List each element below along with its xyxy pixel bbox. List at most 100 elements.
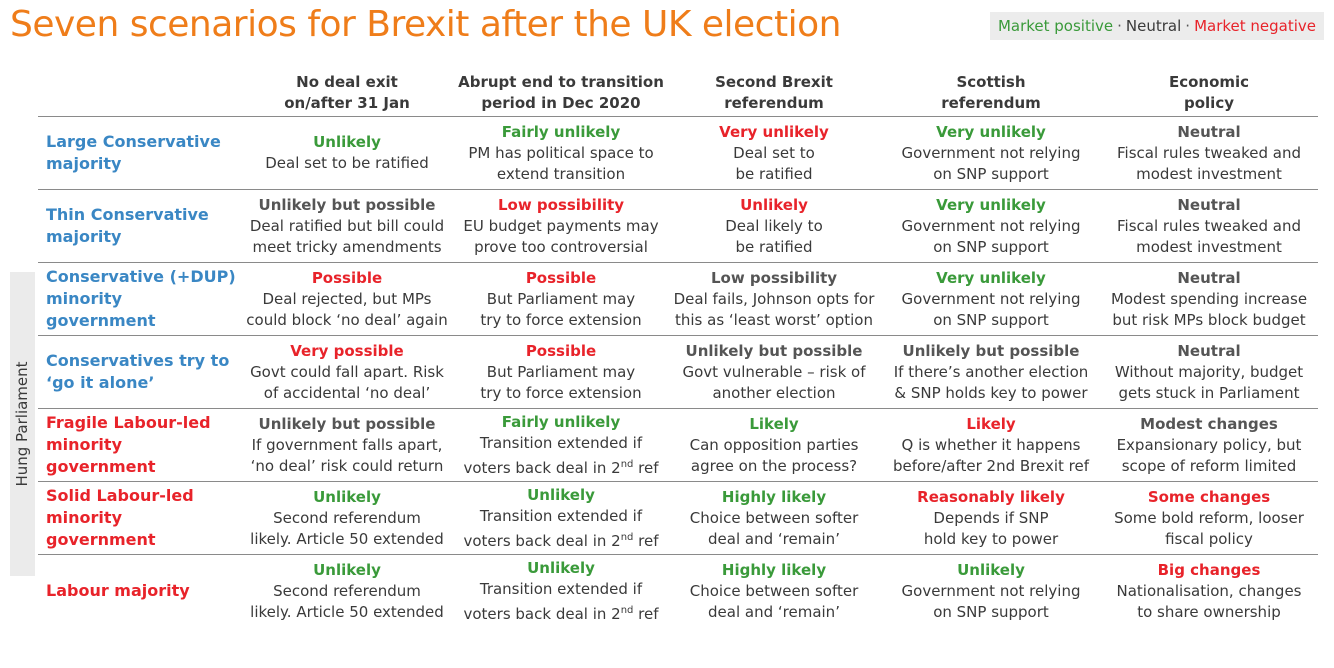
- cell-description: Some bold reform, looser: [1114, 508, 1304, 527]
- table-row: Conservatives try to ‘go it alone’ Very p…: [38, 335, 1318, 409]
- column-header: Abrupt end to transition period in Dec 20…: [458, 73, 664, 112]
- cell-description: try to force extension: [480, 383, 642, 402]
- cell-description: gets stuck in Parliament: [1118, 383, 1300, 402]
- row-label: Large Conservative majority: [38, 116, 238, 190]
- cell-description: to share ownership: [1137, 602, 1281, 621]
- table-row: Solid Labour-led minority government Unli…: [38, 481, 1318, 555]
- table-cell: Very unlikely Government not relying on SN…: [882, 262, 1100, 336]
- hung-parliament-band: [10, 272, 35, 576]
- likelihood-label: Unlikely but possible: [258, 195, 436, 214]
- table-cell: Very possible Govt could fall apart. Risk…: [238, 335, 456, 409]
- column-header: Second Brexit referendum: [715, 73, 833, 112]
- column-header: Economic policy: [1168, 73, 1250, 112]
- likelihood-label: Unlikely: [527, 558, 595, 577]
- likelihood-label: Unlikely: [957, 560, 1025, 579]
- scenario-table: No deal exit on/after 31 Jan Abrupt end t…: [38, 70, 1318, 627]
- table-row: Labour majority Unlikely Second referendum…: [38, 554, 1318, 627]
- likelihood-label: Unlikely: [313, 133, 381, 151]
- cell-description: Government not relying: [901, 216, 1081, 235]
- likelihood-label: Low possibility: [497, 195, 625, 214]
- likelihood-label: Neutral: [1177, 341, 1241, 360]
- cell-description: hold key to power: [923, 529, 1059, 548]
- cell-description: Deal fails, Johnson opts for: [673, 289, 875, 308]
- cell-description: be ratified: [735, 237, 813, 256]
- hung-parliament-label: Hung Parliament: [13, 361, 31, 487]
- table-cell: Likely Q is whether it happens before/afte…: [882, 408, 1100, 482]
- cell-description: voters back deal in 2nd ref: [458, 600, 664, 625]
- cell-description: agree on the process?: [690, 456, 858, 475]
- table-cell: Likely Can opposition parties agree on the…: [666, 408, 882, 482]
- table-cell: Some changes Some bold reform, looser fisc…: [1100, 481, 1318, 555]
- cell-description: likely. Article 50 extended: [250, 529, 444, 548]
- cell-description: deal and ‘remain’: [708, 529, 840, 548]
- table-cell: Unlikely Second referendum likely. Article…: [238, 554, 456, 627]
- cell-description-text: voters back deal in 2: [463, 604, 621, 623]
- row-label: Fragile Labour-led minority government: [38, 408, 238, 482]
- cell-description: this as ‘least worst’ option: [674, 310, 873, 329]
- cell-description: Government not relying: [901, 581, 1081, 600]
- table-cell: Low possibility Deal fails, Johnson opts …: [666, 262, 882, 336]
- column-header: Scottish referendum: [941, 73, 1041, 112]
- cell-description: voters back deal in 2nd ref: [458, 527, 664, 552]
- likelihood-label: Very unlikely: [936, 195, 1046, 214]
- table-cell: Very unlikely Government not relying on SN…: [882, 116, 1100, 190]
- cell-description: extend transition: [496, 164, 626, 183]
- likelihood-label: Fairly unlikely: [501, 122, 621, 141]
- table-row: Conservative (+DUP) minority government P…: [38, 262, 1318, 336]
- cell-description: Deal ratified but bill could: [249, 216, 445, 235]
- cell-description: Deal set to be ratified: [265, 154, 429, 172]
- cell-description: Without majority, budget: [1114, 362, 1304, 381]
- cell-description: be ratified: [735, 164, 813, 183]
- cell-description: could block ‘no deal’ again: [246, 310, 448, 329]
- table-cell: Neutral Modest spending increase but risk …: [1100, 262, 1318, 336]
- likelihood-label: Unlikely: [313, 560, 381, 579]
- table-cell: Unlikely Second referendum likely. Article…: [238, 481, 456, 555]
- cell-description: Choice between softer: [689, 581, 859, 600]
- table-cell: Fairly unlikely Transition extended if vot…: [456, 408, 666, 482]
- corner-cell: [38, 70, 238, 117]
- likelihood-label: Unlikely: [740, 195, 808, 214]
- table-cell: Very unlikely Government not relying on SN…: [882, 189, 1100, 263]
- cell-description: of accidental ‘no deal’: [263, 383, 431, 402]
- cell-description: PM has political space to: [468, 143, 654, 162]
- table-cell: Unlikely Deal likely to be ratified: [666, 189, 882, 263]
- cell-description: But Parliament may: [486, 289, 636, 308]
- table-cell: Possible But Parliament may try to force e…: [456, 262, 666, 336]
- cell-description-text: voters back deal in 2: [463, 531, 621, 550]
- likelihood-label: Very unlikely: [719, 122, 829, 141]
- cell-description: Second referendum: [273, 508, 421, 527]
- cell-description: Modest spending increase: [1110, 289, 1308, 308]
- likelihood-label: Unlikely: [313, 487, 381, 506]
- cell-description: deal and ‘remain’: [708, 602, 840, 621]
- likelihood-label: Unlikely but possible: [902, 341, 1080, 360]
- cell-description: Nationalisation, changes: [1116, 581, 1302, 600]
- likelihood-label: Unlikely but possible: [685, 341, 863, 360]
- table-cell: Neutral Fiscal rules tweaked and modest in…: [1100, 189, 1318, 263]
- likelihood-label: Reasonably likely: [917, 487, 1065, 506]
- cell-description: modest investment: [1136, 164, 1282, 183]
- ordinal-suffix: nd: [620, 531, 634, 543]
- table-cell: Unlikely Deal set to be ratified: [238, 116, 456, 190]
- page-title: Seven scenarios for Brexit after the UK …: [10, 4, 841, 45]
- cell-description: Govt vulnerable – risk of: [682, 362, 866, 381]
- cell-description: EU budget payments may: [463, 216, 659, 235]
- cell-description: But Parliament may: [486, 362, 636, 381]
- cell-description: prove too controversial: [474, 237, 648, 256]
- cell-description: Government not relying: [901, 289, 1081, 308]
- row-label: Solid Labour-led minority government: [38, 481, 238, 555]
- ordinal-suffix: nd: [620, 604, 634, 616]
- likelihood-label: Big changes: [1157, 560, 1261, 579]
- likelihood-label: Likely: [966, 414, 1016, 433]
- cell-description: Deal set to: [733, 143, 815, 162]
- likelihood-label: Neutral: [1177, 122, 1241, 141]
- cell-description: Govt could fall apart. Risk: [250, 362, 444, 381]
- cell-description: Depends if SNP: [933, 508, 1049, 527]
- table-cell: Reasonably likely Depends if SNP hold key …: [882, 481, 1100, 555]
- table-cell: Unlikely Government not relying on SNP sup…: [882, 554, 1100, 627]
- table-row: Large Conservative majority Unlikely Deal …: [38, 116, 1318, 190]
- likelihood-label: Likely: [749, 414, 799, 433]
- row-label: Labour majority: [38, 554, 238, 627]
- likelihood-label: Highly likely: [721, 487, 827, 506]
- cell-description: Fiscal rules tweaked and: [1116, 143, 1301, 162]
- table-row: Thin Conservative majority Unlikely but p…: [38, 189, 1318, 263]
